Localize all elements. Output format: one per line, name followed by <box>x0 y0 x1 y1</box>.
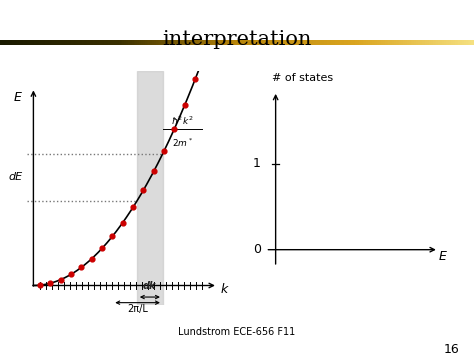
Text: dE: dE <box>9 172 23 182</box>
Point <box>191 76 199 82</box>
Text: interpretation: interpretation <box>162 29 312 49</box>
Point <box>129 204 137 210</box>
Text: 2π/L: 2π/L <box>127 304 148 314</box>
Text: E: E <box>438 250 446 263</box>
Point <box>160 148 168 154</box>
Text: 16: 16 <box>444 343 460 355</box>
Point <box>77 264 85 270</box>
Text: k: k <box>221 283 228 296</box>
Bar <box>137 71 163 305</box>
Text: 1: 1 <box>253 157 261 170</box>
Text: Lundstrom ECE-656 F11: Lundstrom ECE-656 F11 <box>178 327 296 337</box>
Point <box>98 246 106 251</box>
Point <box>171 126 178 131</box>
Point <box>150 169 157 174</box>
Text: $\hbar^2k^2$: $\hbar^2k^2$ <box>171 115 193 127</box>
Point <box>109 234 116 239</box>
Point <box>119 220 127 225</box>
Text: # of states: # of states <box>272 73 333 83</box>
Point <box>57 277 64 283</box>
Text: dk: dk <box>143 282 156 291</box>
Text: E: E <box>14 91 22 104</box>
Text: $2m^*$: $2m^*$ <box>172 137 193 149</box>
Point <box>88 256 95 262</box>
Point <box>46 280 54 286</box>
Point <box>67 272 75 277</box>
Point <box>36 282 44 288</box>
Point <box>140 187 147 193</box>
Text: 0: 0 <box>253 243 261 256</box>
Point <box>181 102 189 108</box>
